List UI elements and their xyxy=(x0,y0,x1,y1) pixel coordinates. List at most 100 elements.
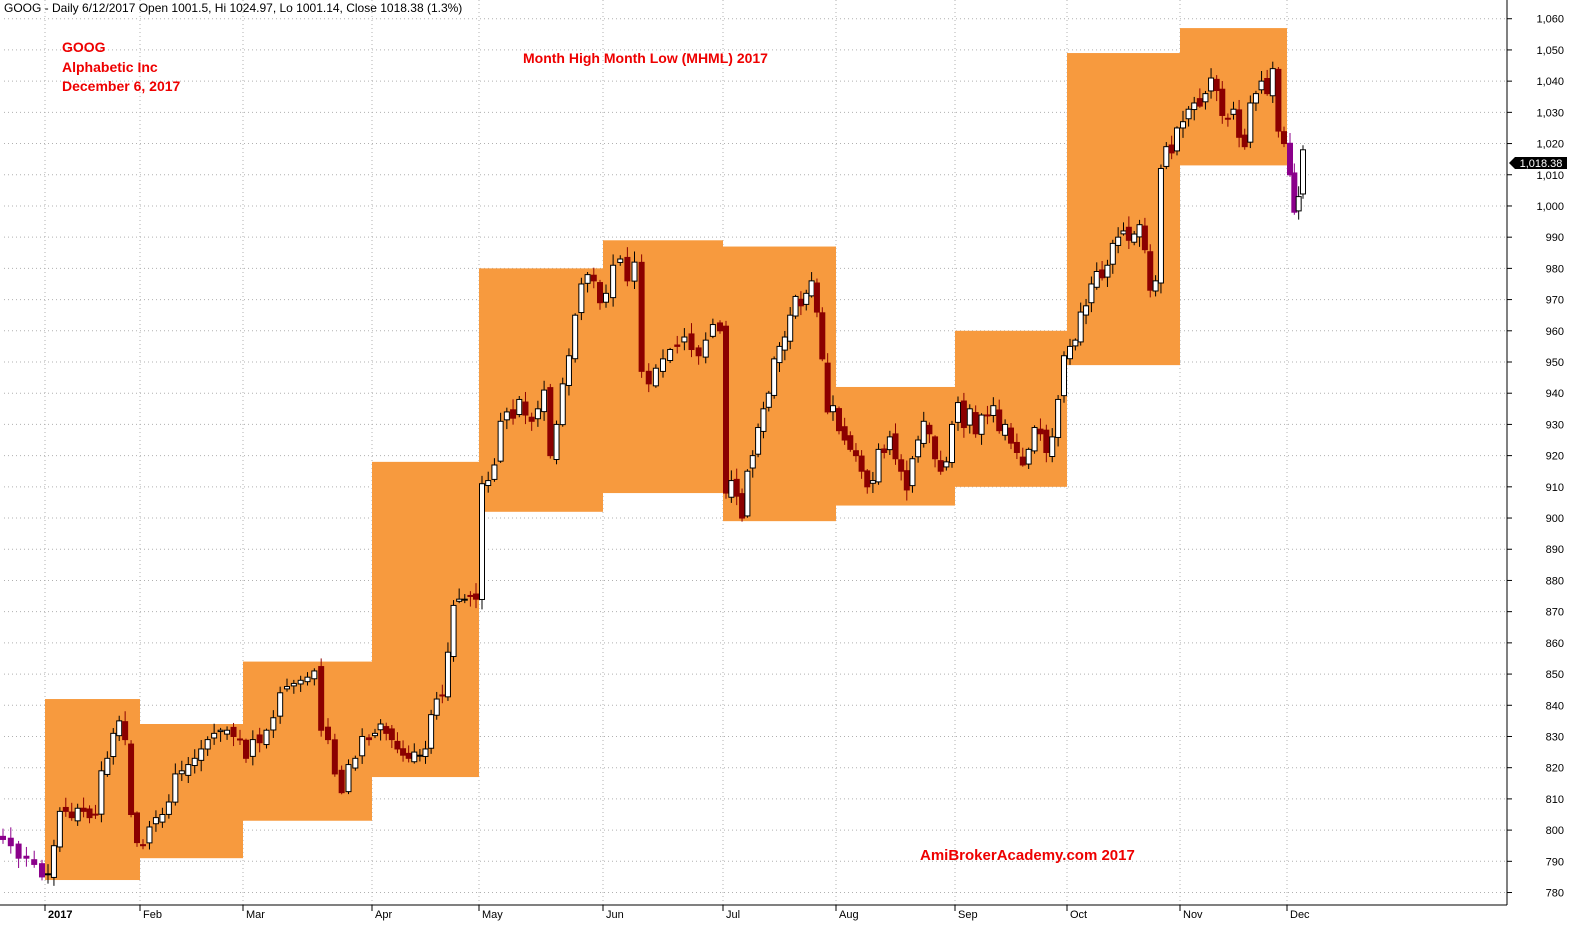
candle-body xyxy=(547,387,554,457)
candle-body xyxy=(263,729,270,746)
candle xyxy=(1295,186,1302,220)
candle xyxy=(638,254,645,378)
candle xyxy=(717,320,723,334)
candle-body xyxy=(1055,398,1062,438)
candle-body xyxy=(808,280,815,297)
y-tick-label: 840 xyxy=(1546,700,1564,712)
candle xyxy=(270,710,277,738)
candle xyxy=(86,805,93,824)
candle xyxy=(819,307,826,362)
candle-body xyxy=(749,455,756,469)
candle xyxy=(1002,419,1009,441)
candle-body xyxy=(510,409,517,419)
candle xyxy=(433,691,440,720)
candle xyxy=(578,277,585,321)
month-box xyxy=(372,461,479,778)
candle-body xyxy=(116,720,123,737)
watermark: AmiBrokerAcademy.com 2017 xyxy=(920,847,1135,864)
candle-body xyxy=(1180,121,1186,129)
candle xyxy=(461,594,468,604)
candle xyxy=(104,751,111,777)
candle xyxy=(1275,66,1282,138)
candle xyxy=(224,726,231,740)
candle-body xyxy=(256,734,263,744)
candle-body xyxy=(456,598,463,602)
candle xyxy=(990,397,997,423)
ticker-label: GOOG xyxy=(62,39,106,55)
candle xyxy=(847,431,854,452)
candle-body xyxy=(7,837,14,847)
candle xyxy=(1258,70,1265,94)
candle xyxy=(503,407,510,430)
candle-body xyxy=(631,261,638,282)
candle-body xyxy=(394,740,401,750)
candle xyxy=(1247,95,1254,149)
candle xyxy=(15,840,22,869)
candle-body xyxy=(461,598,468,601)
candle xyxy=(1019,447,1026,467)
candle xyxy=(491,458,498,482)
candle-body xyxy=(467,594,474,597)
candle-body xyxy=(1025,448,1032,465)
candle xyxy=(297,675,304,692)
candle xyxy=(723,320,729,499)
y-tick-label: 820 xyxy=(1546,763,1564,775)
y-tick-label: 1,010 xyxy=(1536,170,1564,182)
candle-body xyxy=(771,358,778,396)
candle xyxy=(377,719,384,741)
candle xyxy=(68,802,75,821)
x-tick-label: Jul xyxy=(726,909,740,921)
candle-body xyxy=(1202,93,1209,103)
candle xyxy=(652,364,659,388)
y-tick-label: 780 xyxy=(1546,888,1564,900)
candle-body xyxy=(284,686,290,690)
candle-body xyxy=(1131,233,1138,243)
candle-body xyxy=(1061,355,1067,397)
candle xyxy=(920,411,927,448)
candle xyxy=(1185,106,1192,127)
candle xyxy=(372,728,378,739)
candle xyxy=(263,728,270,749)
candle xyxy=(771,356,778,399)
candle xyxy=(915,435,922,463)
candle-body xyxy=(966,408,973,426)
candle xyxy=(898,454,905,481)
candle xyxy=(45,864,51,884)
candle xyxy=(972,405,979,438)
candle xyxy=(178,760,185,782)
candle xyxy=(217,727,224,742)
candle xyxy=(456,588,463,604)
candle xyxy=(1287,133,1293,177)
candle xyxy=(122,711,129,746)
candle xyxy=(1141,217,1148,254)
candle-body xyxy=(1168,144,1175,154)
candle xyxy=(1291,163,1298,215)
candle-body xyxy=(1275,68,1282,132)
candle-body xyxy=(645,370,652,385)
candle xyxy=(243,738,249,763)
candle xyxy=(1013,433,1020,460)
candle-body xyxy=(886,436,893,451)
candle xyxy=(824,353,831,415)
candle xyxy=(660,349,666,378)
candle-body xyxy=(1157,168,1164,284)
candle-body xyxy=(497,420,504,462)
candle-body xyxy=(926,424,933,435)
candle-body xyxy=(383,726,390,734)
y-tick-label: 910 xyxy=(1546,482,1564,494)
candle-body xyxy=(1208,77,1215,92)
y-tick-label: 1,050 xyxy=(1536,45,1564,57)
candle-body xyxy=(485,480,492,487)
candle xyxy=(937,450,944,475)
candle xyxy=(955,396,961,431)
candle xyxy=(211,723,218,745)
candle xyxy=(1147,244,1154,298)
x-tick-label: Aug xyxy=(839,909,859,921)
candle xyxy=(681,328,688,351)
candle xyxy=(1008,423,1014,450)
month-box xyxy=(140,724,243,859)
candle xyxy=(388,724,395,749)
candle-body xyxy=(903,470,910,491)
candle xyxy=(50,839,57,886)
candle-body xyxy=(572,314,579,360)
